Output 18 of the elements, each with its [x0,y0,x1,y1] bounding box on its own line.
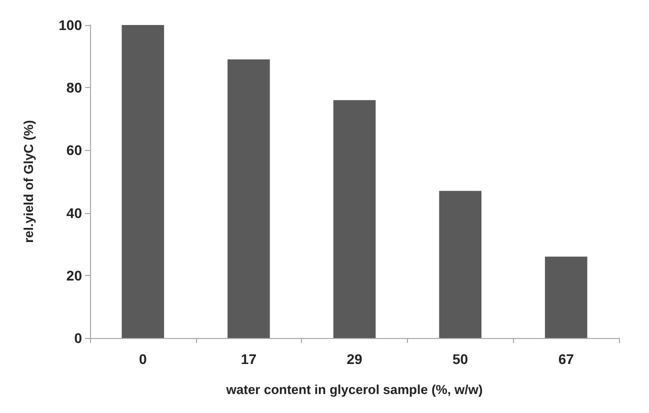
bar [228,59,270,338]
bar [439,190,482,338]
bar [122,25,164,338]
y-axis-title: rel.yield of GlyC (%) [21,120,36,243]
x-tick-label: 17 [240,351,257,367]
y-tick-label: 0 [74,330,82,346]
y-tick-label: 60 [66,142,82,158]
x-tick-label: 0 [139,351,147,367]
bar [333,100,376,338]
x-tick-label: 50 [452,351,468,367]
x-axis-title: water content in glycerol sample (%, w/w) [225,382,483,397]
y-tick-label: 100 [58,17,82,33]
bar [544,256,588,338]
y-tick-label: 20 [66,267,82,284]
y-tick-label: 80 [66,80,82,96]
x-tick-label: 67 [558,351,574,367]
x-tick-label: 29 [346,351,362,367]
y-tick-label: 40 [66,204,82,221]
